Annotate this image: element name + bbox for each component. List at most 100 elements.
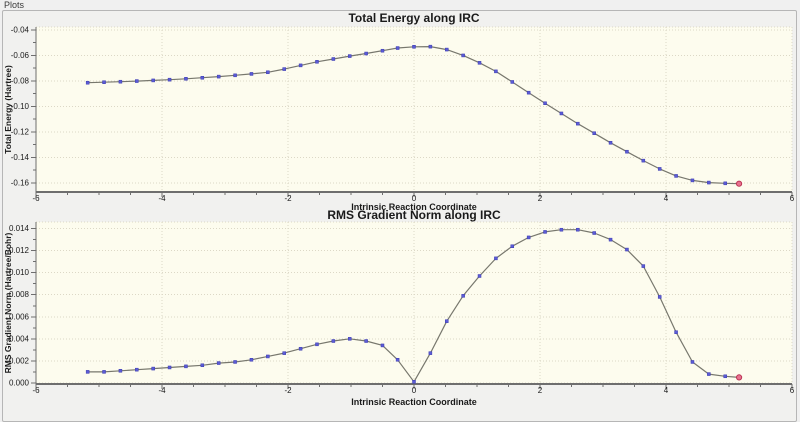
y-tick-label: 0.004 [9, 334, 30, 343]
data-point-marker [118, 369, 123, 373]
data-point-marker [690, 360, 695, 364]
data-point-marker [331, 57, 336, 61]
data-point-marker [184, 77, 188, 81]
plots-groupbox: -6 -4 -2 0 2 4 6 -0.16 -0.14 -0.12 -0.10 -0.08 -0.06… [2, 10, 797, 422]
data-point-marker [200, 75, 205, 80]
final-point-marker [735, 374, 743, 381]
final-point-marker [735, 180, 743, 187]
rms-gradient-chart: -6 -4 -2 0 2 4 6 0.000 0.002 0.004 0.006 0.008 0.010… [3, 209, 795, 407]
data-point-marker [315, 342, 319, 347]
data-point-marker [282, 67, 286, 71]
x-tick-label: -2 [284, 386, 292, 395]
y-tick-label: -0.12 [11, 127, 30, 136]
x-axis-title: Intrinsic Reaction Coordinate [351, 397, 477, 407]
data-point-marker [657, 167, 662, 171]
data-point-marker [233, 73, 237, 78]
data-point-marker [445, 319, 449, 323]
y-tick-label: 0.006 [9, 312, 30, 321]
data-point-marker [298, 63, 303, 68]
data-point-marker [477, 61, 482, 65]
y-tick-label: -0.08 [11, 76, 30, 85]
data-point-marker [347, 337, 352, 341]
x-tick-label: -6 [32, 194, 40, 203]
data-point-marker [608, 237, 613, 242]
data-point-marker [707, 180, 711, 185]
x-tick-label: -2 [284, 194, 292, 203]
data-point-marker [526, 235, 531, 240]
data-point-marker [135, 367, 139, 372]
data-point-marker [674, 330, 678, 334]
y-tick-label: 0.012 [9, 246, 30, 255]
data-point-marker [559, 227, 564, 232]
data-point-marker [298, 346, 303, 351]
y-tick-label: -0.06 [11, 51, 30, 60]
data-point-marker [102, 370, 106, 374]
data-point-marker [395, 358, 400, 362]
data-point-marker [151, 366, 155, 371]
x-tick-label: 4 [664, 386, 669, 395]
y-tick-label: 0.010 [9, 268, 30, 277]
chart-title: Total Energy along IRC [348, 11, 479, 25]
x-tick-label: -4 [158, 194, 166, 203]
x-tick-label: -4 [158, 386, 166, 395]
data-point-marker [282, 351, 286, 355]
x-tick-label: 2 [538, 194, 543, 203]
data-point-marker [576, 227, 580, 232]
y-axis-title: RMS Gradient Norm (Hartree/Bohr) [3, 232, 13, 373]
total-energy-chart: -6 -4 -2 0 2 4 6 -0.16 -0.14 -0.12 -0.10 -0.08 -0.06… [3, 11, 795, 212]
data-point-marker [707, 372, 711, 376]
data-point-marker [249, 72, 254, 76]
plots-panel-label: Plots [4, 0, 25, 10]
data-point-marker [167, 77, 172, 82]
y-tick-label: -0.04 [11, 25, 30, 34]
x-tick-label: 0 [412, 386, 417, 395]
data-point-marker [184, 364, 188, 369]
data-point-marker [723, 181, 727, 186]
data-point-marker [477, 274, 482, 278]
x-tick-label: 6 [790, 386, 795, 395]
data-point-marker [266, 354, 270, 359]
data-point-marker [216, 361, 221, 365]
data-point-marker [445, 47, 449, 52]
data-point-marker [364, 339, 368, 343]
data-point-marker [331, 339, 336, 343]
data-point-marker [657, 295, 662, 299]
data-point-marker [559, 111, 564, 116]
data-point-marker [690, 178, 695, 183]
x-tick-label: 2 [538, 386, 543, 395]
x-tick-label: 4 [664, 194, 669, 203]
data-point-marker [135, 79, 139, 83]
data-point-marker [510, 244, 515, 248]
data-point-marker [576, 121, 580, 126]
data-point-marker [494, 256, 498, 261]
y-axis-title: Total Energy (Hartree) [3, 65, 13, 154]
data-point-marker [592, 131, 596, 135]
data-point-marker [723, 374, 727, 379]
data-point-marker [216, 74, 221, 79]
data-point-marker [364, 51, 368, 56]
x-axis-title: Intrinsic Reaction Coordinate [351, 202, 477, 212]
data-point-marker [151, 78, 155, 83]
data-point-marker [608, 141, 613, 145]
data-point-marker [428, 351, 433, 355]
data-point-marker [428, 44, 433, 49]
y-tick-label: -0.10 [11, 102, 30, 111]
data-point-marker [510, 80, 515, 84]
data-point-marker [412, 45, 416, 49]
data-point-marker [315, 60, 319, 64]
x-tick-label: 0 [412, 194, 417, 203]
y-tick-label: 0.002 [9, 356, 30, 365]
data-point-marker [347, 54, 352, 58]
data-point-marker [526, 90, 531, 95]
data-point-marker [412, 380, 416, 384]
data-point-marker [85, 80, 90, 85]
data-point-marker [233, 360, 237, 364]
data-point-marker [625, 149, 629, 154]
data-point-marker [494, 69, 498, 74]
data-point-marker [625, 247, 629, 252]
data-point-marker [249, 358, 254, 362]
data-point-marker [118, 79, 123, 84]
data-point-marker [200, 363, 205, 368]
data-point-marker [102, 80, 106, 84]
data-point-marker [592, 231, 596, 235]
